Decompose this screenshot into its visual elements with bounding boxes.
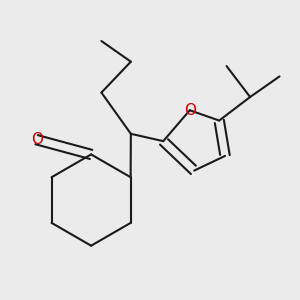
Text: O: O	[184, 103, 196, 118]
Text: O: O	[31, 132, 43, 147]
